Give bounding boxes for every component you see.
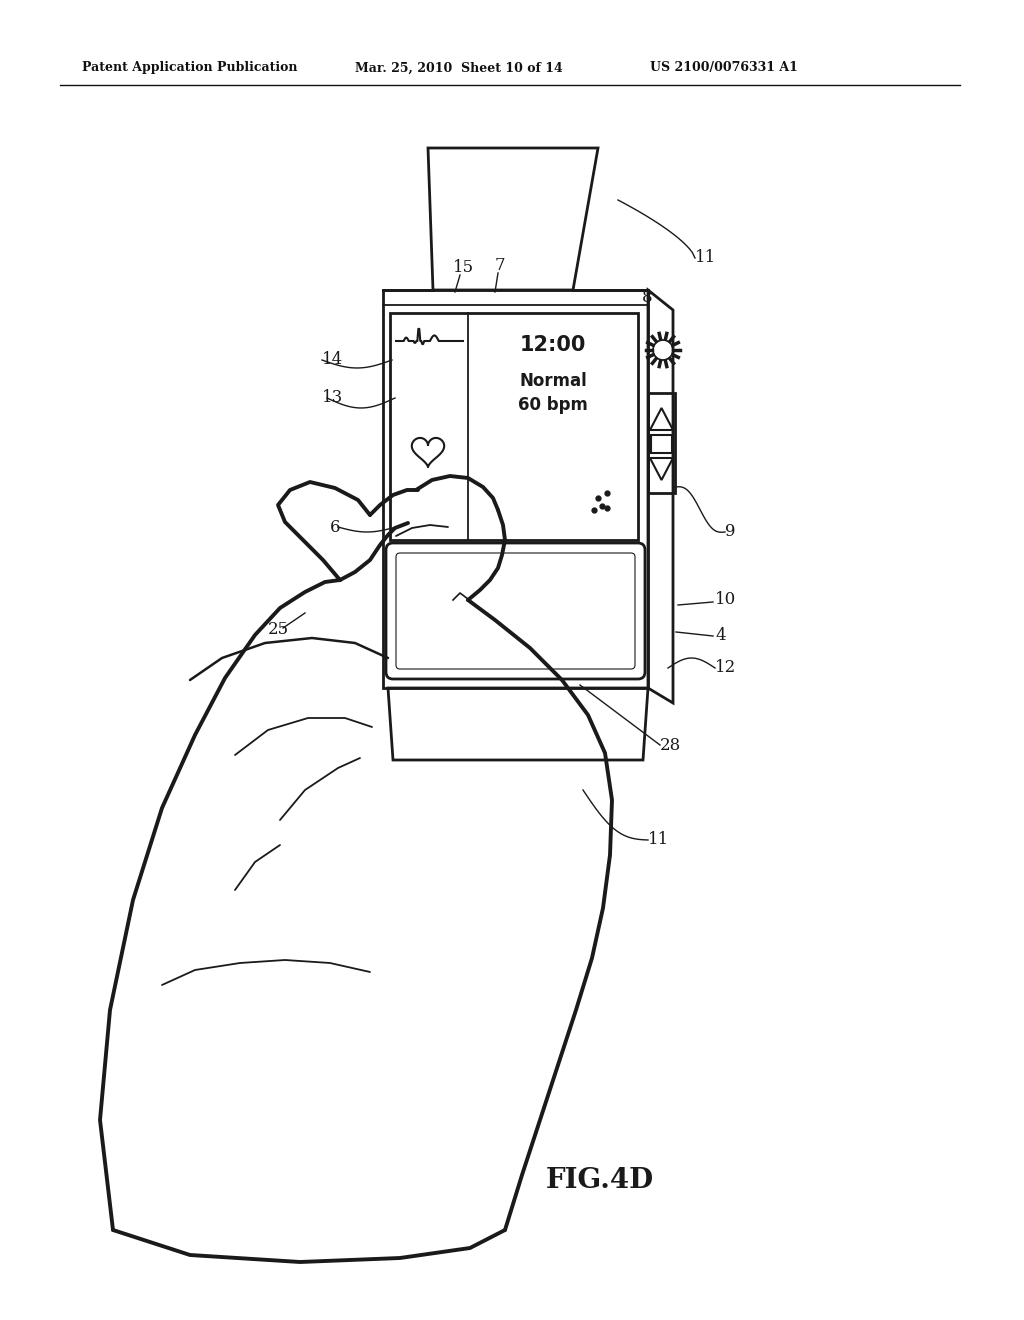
Bar xyxy=(651,436,672,453)
Text: Mar. 25, 2010  Sheet 10 of 14: Mar. 25, 2010 Sheet 10 of 14 xyxy=(355,62,563,74)
Text: 12: 12 xyxy=(715,660,736,676)
Text: Patent Application Publication: Patent Application Publication xyxy=(82,62,298,74)
Text: 4: 4 xyxy=(715,627,726,644)
Text: FIG.4D: FIG.4D xyxy=(546,1167,654,1193)
Text: 11: 11 xyxy=(648,832,670,849)
Text: 10: 10 xyxy=(715,591,736,609)
Text: 6: 6 xyxy=(330,519,341,536)
Text: 14: 14 xyxy=(322,351,343,368)
Text: 28: 28 xyxy=(660,737,681,754)
Text: US 2100/0076331 A1: US 2100/0076331 A1 xyxy=(650,62,798,74)
Text: 12:00: 12:00 xyxy=(520,335,586,355)
Bar xyxy=(390,313,638,540)
Text: 25: 25 xyxy=(268,622,289,639)
Text: 60 bpm: 60 bpm xyxy=(518,396,588,414)
Text: Normal: Normal xyxy=(519,372,587,389)
Text: 7: 7 xyxy=(495,256,506,273)
Text: 11: 11 xyxy=(695,249,716,267)
Text: 13: 13 xyxy=(322,389,343,407)
Bar xyxy=(648,393,675,492)
Text: 8: 8 xyxy=(642,289,652,306)
Text: 15: 15 xyxy=(453,259,474,276)
Text: 9: 9 xyxy=(725,524,735,540)
